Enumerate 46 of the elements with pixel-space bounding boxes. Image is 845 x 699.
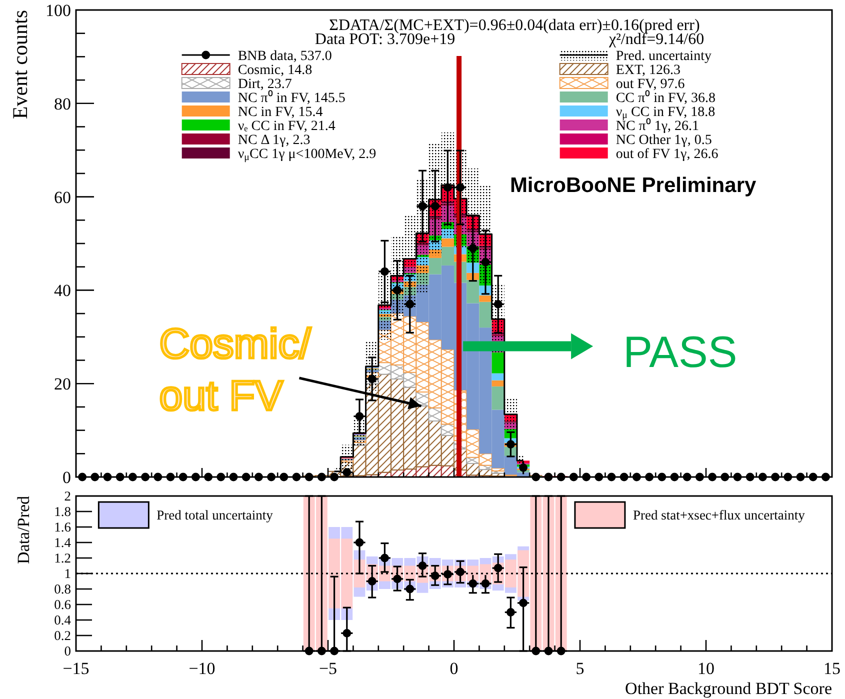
y-tick-label: 40 — [54, 281, 71, 300]
annotation: Cosmic/ out FV — [159, 320, 312, 420]
x-tick-label: 10 — [698, 659, 714, 678]
legend-label: Pred stat+xsec+flux uncertainty — [632, 508, 806, 523]
y-axis-title: Event counts — [8, 10, 32, 120]
y-tick-label: 80 — [54, 94, 71, 114]
legend-label: ν$_{μ}$CC 1γ μ<100MeV, 2.9 — [238, 146, 376, 164]
x-tick-label: −5 — [318, 659, 338, 678]
y-tick-label: 1.6 — [54, 520, 72, 535]
x-tick-label: −15 — [62, 659, 90, 678]
y-axis-title: Data/Pred — [14, 496, 33, 564]
legend-label: BNB data, 537.0 — [238, 48, 332, 64]
legend-label: NC in FV, 15.4 — [238, 104, 323, 120]
x-tick-label: 0 — [450, 659, 458, 678]
x-tick-label: 5 — [576, 659, 584, 678]
legend-label: NC π⁰ in FV, 145.5 — [238, 90, 346, 106]
x-tick-label: −10 — [188, 659, 216, 678]
y-tick-label: 20 — [54, 374, 71, 394]
y-tick-label: 60 — [54, 188, 71, 207]
annotation: PASS — [623, 328, 738, 378]
y-tick-label: 1 — [64, 566, 71, 582]
legend-label: NC Other 1γ, 0.5 — [616, 132, 712, 148]
y-tick-label: 1.4 — [54, 535, 72, 550]
y-tick-label: 0 — [64, 644, 72, 659]
y-tick-label: 0 — [62, 468, 71, 487]
y-tick-label: 0.8 — [54, 582, 72, 597]
annotation: MicroBooNE Preliminary — [510, 174, 756, 197]
x-tick-label: 15 — [824, 659, 840, 678]
y-tick-label: 0.6 — [54, 597, 72, 612]
annotation: χ²/ndf=9.14/60 — [608, 31, 704, 48]
y-tick-label: 1.8 — [54, 504, 72, 520]
legend-label: CC π⁰ in FV, 36.8 — [616, 90, 716, 106]
y-tick-label: 0.2 — [54, 628, 71, 644]
legend-label: νₑ CC in FV, 21.4 — [238, 118, 336, 134]
legend-label: NC Δ 1γ, 2.3 — [238, 132, 310, 148]
legend-label: Pred. uncertainty — [616, 48, 712, 64]
legend-label: EXT, 126.3 — [616, 62, 681, 78]
legend-label: Cosmic, 14.8 — [238, 62, 312, 78]
legend-label: Pred total uncertainty — [156, 508, 274, 523]
y-tick-label: 0.4 — [54, 612, 72, 628]
y-tick-label: 1.2 — [54, 550, 71, 566]
y-tick-label: 100 — [46, 0, 71, 20]
legend-label: out of FV 1γ, 26.6 — [616, 146, 718, 162]
y-tick-label: 2 — [64, 488, 71, 504]
annotation: ΣDATA/Σ(MC+EXT)=0.96±0.04(data err)±0.16(pred err) — [329, 17, 700, 34]
x-axis-title: Other Background BDT Score — [625, 679, 832, 698]
